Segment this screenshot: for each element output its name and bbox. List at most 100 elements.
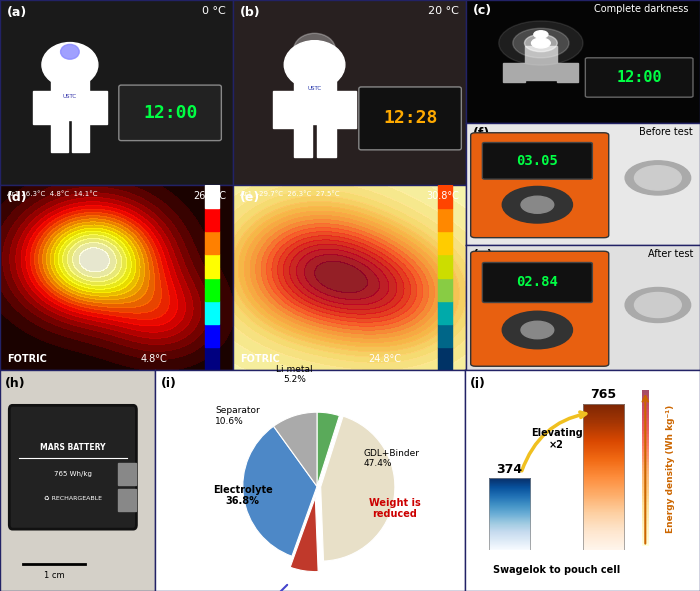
Circle shape [503,311,573,349]
Bar [438,301,452,324]
Text: 12:00: 12:00 [616,70,662,85]
Bar [205,185,219,208]
Bar [205,231,219,254]
Bar [524,46,557,80]
Circle shape [534,31,548,38]
Bar [438,347,452,370]
Bar [489,478,531,550]
Bar [205,278,219,301]
Wedge shape [317,412,340,486]
FancyBboxPatch shape [482,262,592,303]
Bar [205,301,219,324]
Text: USTC: USTC [63,94,77,99]
Text: (d): (d) [7,190,27,203]
FancyBboxPatch shape [470,133,609,238]
Text: FOTRIC: FOTRIC [7,355,47,365]
FancyBboxPatch shape [470,251,609,366]
Bar [583,404,624,550]
Circle shape [284,41,345,89]
Text: After test: After test [648,249,693,259]
Bar [438,254,452,278]
Circle shape [503,186,573,223]
Bar [438,324,452,347]
Bar [293,120,312,157]
Bar [438,208,452,231]
Circle shape [521,322,554,339]
Bar [272,90,293,128]
Circle shape [531,38,550,48]
Text: 03.05: 03.05 [517,154,559,168]
Bar [118,489,136,511]
Text: (i): (i) [161,376,177,389]
Bar [205,208,219,231]
Circle shape [524,34,557,51]
Text: 12:00: 12:00 [143,104,197,122]
Circle shape [293,33,335,67]
FancyBboxPatch shape [359,87,461,150]
Text: USTC: USTC [307,86,321,91]
Text: 30.8°C: 30.8°C [426,190,459,200]
Text: FOTRIC: FOTRIC [240,355,280,365]
Text: Separator
10.6%: Separator 10.6% [215,406,260,426]
Wedge shape [274,412,317,486]
Text: 20 °C: 20 °C [428,5,459,15]
Text: Li metal
5.2%: Li metal 5.2% [276,365,313,384]
Bar [503,63,524,82]
Circle shape [61,44,79,59]
FancyBboxPatch shape [119,85,221,141]
Circle shape [42,43,98,87]
Bar [293,69,335,124]
Text: 24.8°C: 24.8°C [368,355,401,365]
FancyBboxPatch shape [585,58,693,97]
Text: Electrolyte
36.8%: Electrolyte 36.8% [213,485,273,506]
Text: Before test: Before test [639,126,693,137]
Text: Complete darkness: Complete darkness [594,4,688,14]
Text: (a): (a) [7,5,27,18]
Circle shape [634,165,681,190]
Circle shape [625,287,691,323]
Text: 1 cm: 1 cm [44,571,64,580]
Bar [317,120,335,157]
Bar [51,118,68,152]
Text: 12:28: 12:28 [383,109,438,128]
Bar [205,254,219,278]
Text: Ar1  -29.7°C  26.3°C  27.5°C: Ar1 -29.7°C 26.3°C 27.5°C [240,190,340,197]
Bar [33,90,51,124]
Wedge shape [290,498,318,571]
Text: (b): (b) [240,5,260,18]
Wedge shape [321,416,395,561]
Text: 4.8°C: 4.8°C [141,355,168,365]
Text: (h): (h) [5,376,25,389]
Circle shape [303,41,326,59]
Bar [335,90,356,128]
Circle shape [625,161,691,195]
Text: (e): (e) [240,190,260,203]
Bar [118,463,136,485]
Text: Ar1 26.3°C  4.8°C  14.1°C: Ar1 26.3°C 4.8°C 14.1°C [7,190,97,197]
Text: (c): (c) [473,4,492,17]
Bar [51,69,88,120]
Text: Swagelok to pouch cell: Swagelok to pouch cell [493,565,620,575]
Text: GDL+Binder
47.4%: GDL+Binder 47.4% [363,449,419,468]
Text: (j): (j) [470,376,486,389]
Bar [88,90,107,124]
Text: 765 Wh/kg: 765 Wh/kg [54,471,92,477]
FancyBboxPatch shape [482,142,592,179]
Bar [557,63,578,82]
Text: 02.84: 02.84 [517,275,559,290]
Bar [438,231,452,254]
Text: ♻ RECHARGEABLE: ♻ RECHARGEABLE [44,496,102,501]
Circle shape [513,28,569,58]
Text: MARS BATTERY: MARS BATTERY [40,443,106,452]
Wedge shape [243,426,317,556]
Bar [205,347,219,370]
Bar [438,278,452,301]
Bar [205,324,219,347]
Text: Elevating
×2: Elevating ×2 [531,428,582,450]
Circle shape [634,293,681,317]
Bar [438,185,452,208]
Text: 26.3°C: 26.3°C [193,190,226,200]
Text: Energy density (Wh kg⁻¹): Energy density (Wh kg⁻¹) [666,405,675,533]
Circle shape [521,196,554,213]
Bar [72,118,88,152]
